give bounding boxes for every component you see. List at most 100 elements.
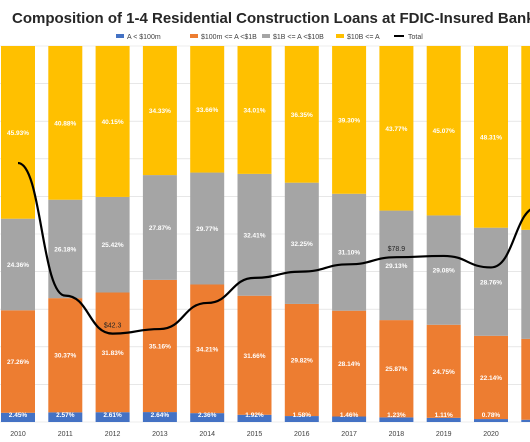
x-tick-label: 2020: [483, 431, 499, 438]
x-tick-label: 2015: [247, 431, 263, 438]
bar-segment-4: [474, 46, 508, 228]
data-label: 34.21%: [196, 346, 218, 353]
legend-swatch-10b-plus: [336, 34, 344, 38]
data-label: 48.31%: [480, 134, 502, 141]
data-label: 29.77%: [196, 226, 218, 233]
data-label: 26.18%: [54, 246, 76, 253]
x-tick-label: 2012: [105, 431, 121, 438]
data-label: 2.61%: [103, 412, 122, 419]
x-tick-label: 2013: [152, 431, 168, 438]
bar-segment-1: [474, 419, 508, 422]
bar-segment-2: [474, 335, 508, 420]
data-label: 45.93%: [7, 130, 29, 137]
x-tick-label: 2017: [341, 431, 357, 438]
bar-segment-1: [332, 416, 367, 422]
data-label: 1.46%: [340, 412, 359, 419]
bar-segment-1: [190, 413, 225, 422]
bar-segment-2: [332, 310, 367, 417]
bar-segment-3: [190, 172, 225, 285]
bar-segment-2: [142, 279, 177, 413]
data-label: 35.16%: [149, 343, 171, 350]
bars: [1, 45, 530, 422]
data-label: 31.83%: [102, 350, 124, 357]
bar-segment-1: [237, 414, 272, 422]
bar-segment-3: [332, 193, 367, 311]
data-label: 24.75%: [433, 369, 455, 376]
data-label: 40.15%: [102, 119, 124, 126]
bar-segment-3: [379, 210, 414, 321]
total-line-layer: $42.3 $78.9: [17, 161, 530, 335]
bar-segment-1: [48, 412, 83, 422]
bar-segment-2: [426, 324, 461, 418]
bar-segment-4: [332, 46, 367, 194]
chart-title: Composition of 1-4 Residential Construct…: [12, 10, 530, 27]
x-tick-label: 2014: [199, 431, 215, 438]
data-label: 28.14%: [338, 361, 360, 368]
data-label: 1.92%: [245, 412, 264, 419]
legend-label-1b-to-10b: $1B <= A <$10B: [273, 34, 324, 41]
data-label: 1.23%: [387, 412, 406, 419]
bar-segment-4: [379, 46, 414, 211]
bar-segment-2: [379, 320, 414, 418]
legend-swatch-100m-to-1b: [190, 34, 198, 38]
bar-segment-2: [237, 295, 272, 415]
x-tick-label: 2010: [10, 431, 26, 438]
bar-segment-4: [521, 46, 530, 230]
bar-segment-4: [95, 45, 130, 197]
bar-segment-3: [95, 196, 130, 293]
bar-segment-1: [142, 412, 177, 422]
bar-segment-1: [284, 416, 319, 422]
legend-label-total: Total: [408, 34, 423, 41]
bar-segment-4: [1, 46, 35, 219]
bar-labels: 2.45% 27.26% 24.36% 45.93% 2.57% 30.37% 26.18%…: [7, 107, 502, 419]
legend-swatch-a-lt-100m: [116, 34, 124, 38]
data-label: 29.82%: [291, 357, 313, 364]
legend: A < $100m $100m <= A <$1B $1B <= A <$10B…: [116, 34, 423, 41]
data-label: 27.87%: [149, 225, 171, 232]
bar-segment-3: [474, 227, 508, 336]
legend-label-a-lt-100m: A < $100m: [127, 34, 161, 41]
bar-segment-2: [48, 298, 83, 413]
data-label: 2.45%: [9, 412, 28, 419]
bar-segment-4: [142, 46, 177, 176]
bar-segment-4: [284, 46, 319, 183]
bar-segment-3: [521, 229, 530, 339]
data-label: 22.14%: [480, 375, 502, 382]
data-label: 30.37%: [54, 353, 76, 360]
bar-segment-2: [95, 292, 130, 413]
bar-segment-4: [426, 45, 461, 216]
bar-segment-3: [142, 175, 177, 280]
bar-segment-1: [426, 417, 461, 422]
data-label: 36.35%: [291, 112, 313, 119]
bar-segment-3: [1, 218, 35, 311]
bar-segment-2: [1, 310, 35, 413]
bar-segment-3: [237, 173, 272, 296]
data-label: 1.58%: [293, 412, 312, 419]
legend-label-10b-plus: $10B <= A: [347, 34, 380, 41]
data-label: 25.87%: [385, 366, 407, 373]
data-label: 31.66%: [243, 353, 265, 360]
data-label: 24.36%: [7, 262, 29, 269]
bar-segment-4: [237, 46, 272, 174]
data-label: 32.25%: [291, 241, 313, 248]
bar-segment-2: [284, 303, 319, 417]
x-tick-label: 2016: [294, 431, 310, 438]
bar-segment-1: [521, 419, 530, 422]
legend-swatch-1b-to-10b: [262, 34, 270, 38]
data-label: 31.10%: [338, 250, 360, 257]
bar-segment-1: [95, 412, 130, 422]
x-tick-label: 2011: [58, 431, 73, 438]
bar-segment-1: [1, 412, 35, 422]
data-label: 39.30%: [338, 117, 360, 124]
x-tick-label: 2018: [389, 431, 405, 438]
bar-segment-3: [426, 215, 461, 325]
bar-segment-4: [190, 46, 225, 173]
total-label: $42.3: [104, 323, 122, 330]
data-label: 2.64%: [151, 412, 170, 419]
data-label: 34.33%: [149, 108, 171, 115]
data-label: 28.76%: [480, 279, 502, 286]
data-label: 29.13%: [385, 263, 407, 270]
data-label: 25.42%: [102, 242, 124, 249]
data-label: 43.77%: [385, 126, 407, 133]
